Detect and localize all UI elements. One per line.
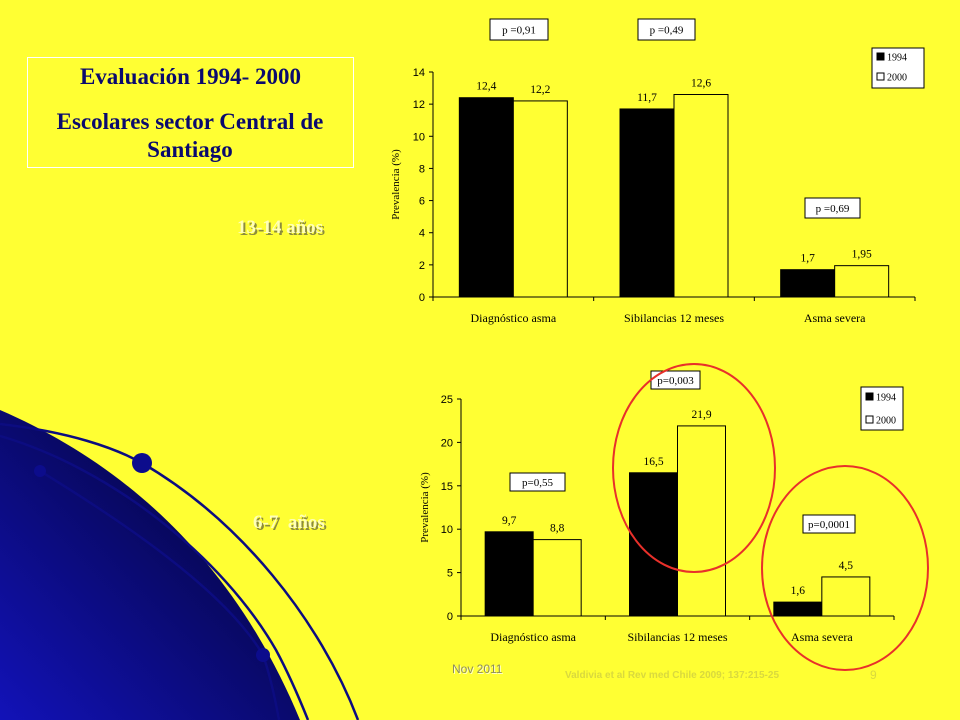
legend-swatch-1994 xyxy=(865,392,874,401)
legend: 1994 2000 xyxy=(871,47,925,89)
category-label-diagnostico-asma: Diagnóstico asma xyxy=(490,630,576,644)
chart-prevalence-13-14: 0 2 4 6 8 10 12 14 Diagnóstico asma Sibilancias 1… xyxy=(390,18,925,325)
decoration-dot-small xyxy=(34,465,46,477)
p-value-label: p =0,91 xyxy=(502,25,536,37)
p-value-box xyxy=(802,514,856,534)
p-value-label: p=0,0001 xyxy=(808,519,850,531)
footer-date: Nov 2011 xyxy=(452,662,503,676)
footer-citation: Valdivia et al Rev med Chile 2009; 137:2… xyxy=(565,670,780,681)
decoration-dot-large xyxy=(132,453,152,473)
legend-swatch-1994 xyxy=(876,52,885,61)
y-tick-label: 5 xyxy=(447,568,453,580)
decoration-arc-outer xyxy=(0,422,360,720)
y-tick-label: 20 xyxy=(441,437,453,449)
bar-1994-diagnostico-asma xyxy=(458,97,514,298)
slide-title: Evaluación 1994- 2000 xyxy=(79,64,302,89)
y-tick-label: 0 xyxy=(447,611,453,623)
bar-1994-asma-severa xyxy=(773,601,823,617)
legend-label-1994: 1994 xyxy=(876,393,896,404)
data-label-1994-asma-severa: 1,6 xyxy=(791,585,806,597)
y-tick-label: 12 xyxy=(413,99,425,111)
highlight-ring-sibilancias-12-meses xyxy=(612,363,776,573)
legend-swatch-2000 xyxy=(865,415,874,424)
p-value-label: p =0,49 xyxy=(650,25,684,37)
y-tick-label: 8 xyxy=(419,163,425,175)
bar-1994-asma-severa xyxy=(780,269,836,298)
p-value-label: p=0,55 xyxy=(522,477,553,489)
p-value-box xyxy=(637,18,696,41)
bar-2000-asma-severa xyxy=(821,576,871,617)
p-value-box xyxy=(509,472,566,492)
category-label-diagnostico-asma: Diagnóstico asma xyxy=(471,311,557,325)
y-tick-label: 15 xyxy=(441,481,453,493)
data-label-2000-sibilancias-12-meses: 21,9 xyxy=(691,409,711,421)
bar-2000-diagnostico-asma xyxy=(532,539,582,617)
data-label-1994-asma-severa: 1,7 xyxy=(800,253,815,265)
bar-2000-sibilancias-12-meses xyxy=(677,425,726,617)
y-tick-label: 10 xyxy=(441,524,453,536)
age-group-label-top: 13-14 años xyxy=(237,217,324,238)
slide-number: 9 xyxy=(870,668,877,682)
y-tick-label: 14 xyxy=(413,67,425,79)
data-label-2000-diagnostico-asma: 12,2 xyxy=(530,84,550,96)
bar-1994-sibilancias-12-meses xyxy=(629,472,678,617)
y-axis-title: Prevalencia (%) xyxy=(390,149,402,220)
decoration-arc-inner xyxy=(39,469,281,720)
decoration-dot-medium xyxy=(256,648,270,662)
category-label-asma-severa: Asma severa xyxy=(804,311,866,325)
data-label-1994-sibilancias-12-meses: 16,5 xyxy=(643,456,663,468)
y-tick-label: 2 xyxy=(419,260,425,272)
y-tick-label: 10 xyxy=(413,131,425,143)
p-value-box xyxy=(804,197,861,219)
bar-1994-diagnostico-asma xyxy=(484,531,534,617)
data-label-2000-asma-severa: 4,5 xyxy=(839,560,854,572)
data-label-2000-diagnostico-asma: 8,8 xyxy=(550,523,565,535)
category-label-sibilancias-12-meses: Sibilancias 12 meses xyxy=(624,311,724,325)
age-group-label-bottom: 6-7 años xyxy=(253,512,325,533)
y-tick-label: 6 xyxy=(419,196,425,208)
bar-2000-sibilancias-12-meses xyxy=(673,94,729,298)
y-tick-label: 25 xyxy=(441,394,453,406)
p-value-label: p=0,003 xyxy=(657,375,694,387)
data-label-1994-diagnostico-asma: 9,7 xyxy=(502,515,517,527)
legend: 1994 2000 xyxy=(860,386,904,431)
chart-prevalence-6-7: 0 5 10 15 20 25 Diagnóstico asma Sibilancias 12… xyxy=(419,363,929,671)
data-label-1994-sibilancias-12-meses: 11,7 xyxy=(637,92,657,104)
legend-label-2000: 2000 xyxy=(887,73,907,84)
category-label-asma-severa: Asma severa xyxy=(791,630,853,644)
p-value-box xyxy=(489,18,549,41)
y-tick-label: 0 xyxy=(419,292,425,304)
highlight-ring-asma-severa xyxy=(761,465,929,671)
p-value-label: p =0,69 xyxy=(816,203,850,215)
bar-2000-diagnostico-asma xyxy=(512,100,568,298)
y-axis-title: Prevalencia (%) xyxy=(419,472,431,543)
slide-subtitle: Escolares sector Central de Santiago xyxy=(56,109,324,162)
category-label-sibilancias-12-meses: Sibilancias 12 meses xyxy=(628,630,728,644)
title-box: Evaluación 1994- 2000 Escolares sector C… xyxy=(27,57,354,168)
y-tick-label: 4 xyxy=(419,228,425,240)
bar-2000-asma-severa xyxy=(834,265,890,298)
legend-label-1994: 1994 xyxy=(887,53,907,64)
data-label-1994-diagnostico-asma: 12,4 xyxy=(476,81,496,93)
decoration-arc-middle xyxy=(0,434,310,720)
legend-swatch-2000 xyxy=(876,72,885,81)
corner-decoration-shape xyxy=(0,410,300,720)
data-label-2000-sibilancias-12-meses: 12,6 xyxy=(691,78,711,90)
bar-1994-sibilancias-12-meses xyxy=(619,108,675,298)
legend-label-2000: 2000 xyxy=(876,416,896,427)
data-label-2000-asma-severa: 1,95 xyxy=(852,249,872,261)
